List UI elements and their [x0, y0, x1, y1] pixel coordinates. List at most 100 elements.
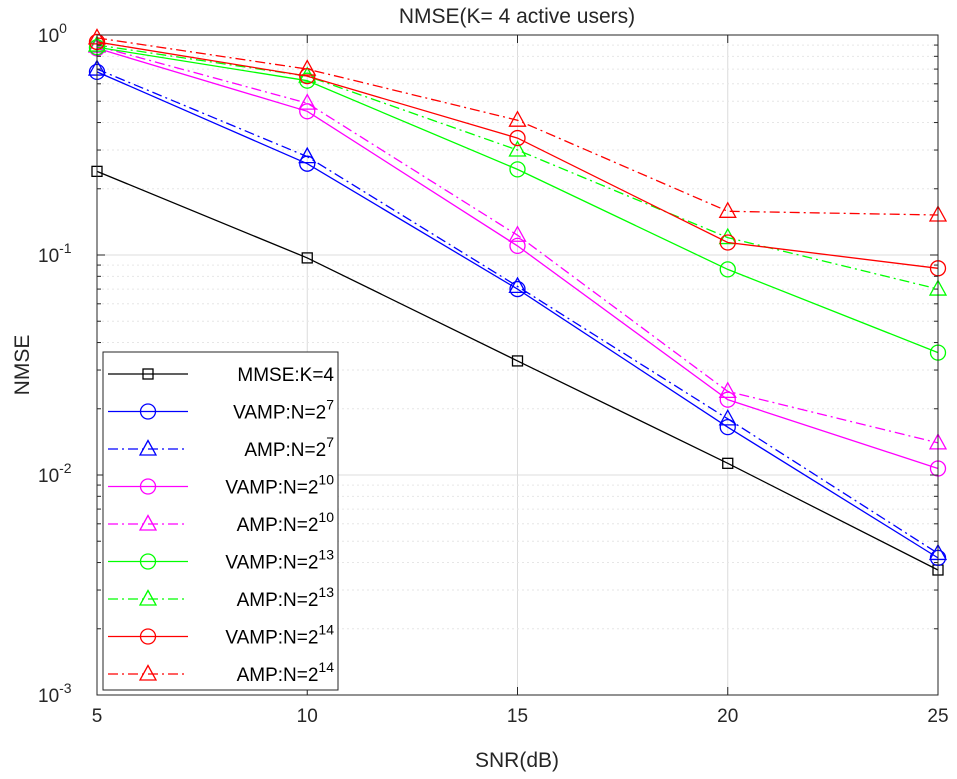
x-tick-label: 15: [507, 706, 528, 727]
data-point-circle: [719, 261, 736, 278]
legend-label-text: VAMP:N=2: [233, 403, 326, 424]
legend-label-text: VAMP:N=2: [225, 628, 318, 649]
legend-label-text: AMP:N=2: [244, 440, 326, 461]
legend-label-exponent: 13: [318, 584, 334, 600]
data-point-circle: [719, 419, 736, 436]
x-tick-label: 10: [297, 706, 318, 727]
x-tick-label: 25: [927, 706, 948, 727]
data-point-square: [511, 355, 524, 367]
legend-label-text: MMSE:K=4: [237, 365, 334, 386]
data-point-circle: [719, 391, 736, 408]
legend-label: VAMP:N=210: [225, 472, 334, 499]
y-tick-label: 10-2: [38, 460, 72, 487]
series-line: [96, 71, 939, 559]
legend-label-exponent: 10: [318, 472, 334, 488]
y-tick-base: 10: [38, 246, 59, 267]
legend-label: AMP:N=210: [237, 509, 335, 536]
data-point-circle: [299, 103, 316, 120]
data-point-triangle: [508, 276, 527, 294]
y-tick-exponent: 0: [59, 20, 67, 36]
data-point-circle: [509, 280, 526, 298]
y-tick-base: 10: [38, 26, 59, 47]
legend-entry: VAMP:N=210: [108, 472, 334, 499]
legend-marker-circle: [139, 478, 157, 495]
series-line: [96, 68, 939, 554]
legend-label: AMP:N=27: [244, 434, 334, 461]
data-point-circle: [509, 237, 526, 255]
legend-marker-circle: [139, 553, 157, 570]
series-line: [96, 170, 939, 571]
chart-title: NMSE(K= 4 active users): [399, 5, 635, 28]
legend-label-exponent: 7: [326, 397, 334, 413]
y-tick-label: 10-1: [38, 240, 72, 267]
data-point-triangle: [298, 93, 317, 110]
series-line: [96, 46, 939, 354]
legend-label: VAMP:N=213: [225, 547, 334, 574]
legend-label-exponent: 10: [318, 509, 334, 525]
series-line: [96, 47, 939, 470]
x-axis-label: SNR(dB): [475, 749, 559, 772]
legend-label-exponent: 14: [318, 622, 334, 638]
data-point-square: [722, 457, 734, 469]
legend-entry: VAMP:N=213: [108, 547, 334, 574]
data-point-circle: [509, 129, 526, 147]
legend-entry: AMP:N=210: [108, 509, 334, 536]
legend-entry: AMP:N=214: [108, 659, 334, 686]
y-tick-label: 100: [38, 20, 67, 47]
y-tick-label: 10-3: [38, 680, 72, 707]
data-point-circle: [299, 68, 316, 85]
legend-marker-circle: [139, 403, 157, 420]
data-point-circle: [719, 234, 736, 251]
x-tick-label: 20: [717, 706, 738, 727]
legend-entry: VAMP:N=27: [108, 397, 334, 424]
data-point-triangle: [508, 225, 527, 242]
legend-label-text: VAMP:N=2: [225, 478, 318, 499]
y-tick-base: 10: [38, 466, 59, 487]
legend-label-exponent: 13: [318, 547, 334, 563]
legend-box: [102, 351, 339, 691]
x-tick-label: 5: [92, 706, 103, 727]
legend-label: MMSE:K=4: [237, 365, 334, 386]
data-point-triangle: [718, 408, 737, 426]
legend-marker-triangle: [138, 439, 158, 456]
legend-label-text: VAMP:N=2: [225, 553, 318, 574]
data-point-triangle: [508, 110, 527, 127]
legend-label-exponent: 7: [326, 434, 334, 450]
data-point-triangle: [298, 59, 317, 76]
series-line: [96, 44, 939, 290]
legend-marker-triangle: [138, 514, 158, 531]
data-point-triangle: [298, 146, 317, 164]
y-tick-exponent: -2: [59, 460, 72, 476]
legend-marker-triangle: [138, 664, 158, 681]
y-tick-base: 10: [38, 686, 59, 707]
series-layer: [87, 28, 948, 576]
data-point-circle: [509, 161, 526, 178]
legend-entry: MMSE:K=4: [108, 365, 334, 386]
data-point-triangle: [718, 381, 737, 399]
legend-label: AMP:N=213: [237, 584, 335, 611]
series-line: [96, 41, 939, 269]
series-line: [96, 45, 939, 444]
y-tick-exponent: -1: [59, 240, 72, 256]
legend: MMSE:K=4VAMP:N=27AMP:N=27VAMP:N=210AMP:N…: [102, 351, 339, 691]
legend-entry: VAMP:N=214: [108, 622, 334, 649]
legend-label: AMP:N=214: [237, 659, 335, 686]
legend-label-exponent: 14: [318, 659, 334, 675]
legend-marker-circle: [139, 628, 157, 645]
legend-label-text: AMP:N=2: [237, 665, 319, 686]
legend-label-text: AMP:N=2: [237, 515, 319, 536]
legend-marker-square: [142, 368, 154, 380]
data-point-triangle: [508, 140, 527, 157]
legend-label: VAMP:N=214: [225, 622, 334, 649]
data-point-triangle: [718, 201, 737, 218]
legend-entry: AMP:N=27: [108, 434, 334, 461]
y-axis-label: NMSE: [11, 335, 34, 396]
legend-entry: AMP:N=213: [108, 584, 334, 611]
legend-marker-triangle: [138, 589, 158, 606]
data-point-square: [301, 252, 313, 264]
legend-label-text: AMP:N=2: [237, 590, 319, 611]
series-line: [96, 37, 939, 216]
legend-label: VAMP:N=27: [233, 397, 334, 424]
